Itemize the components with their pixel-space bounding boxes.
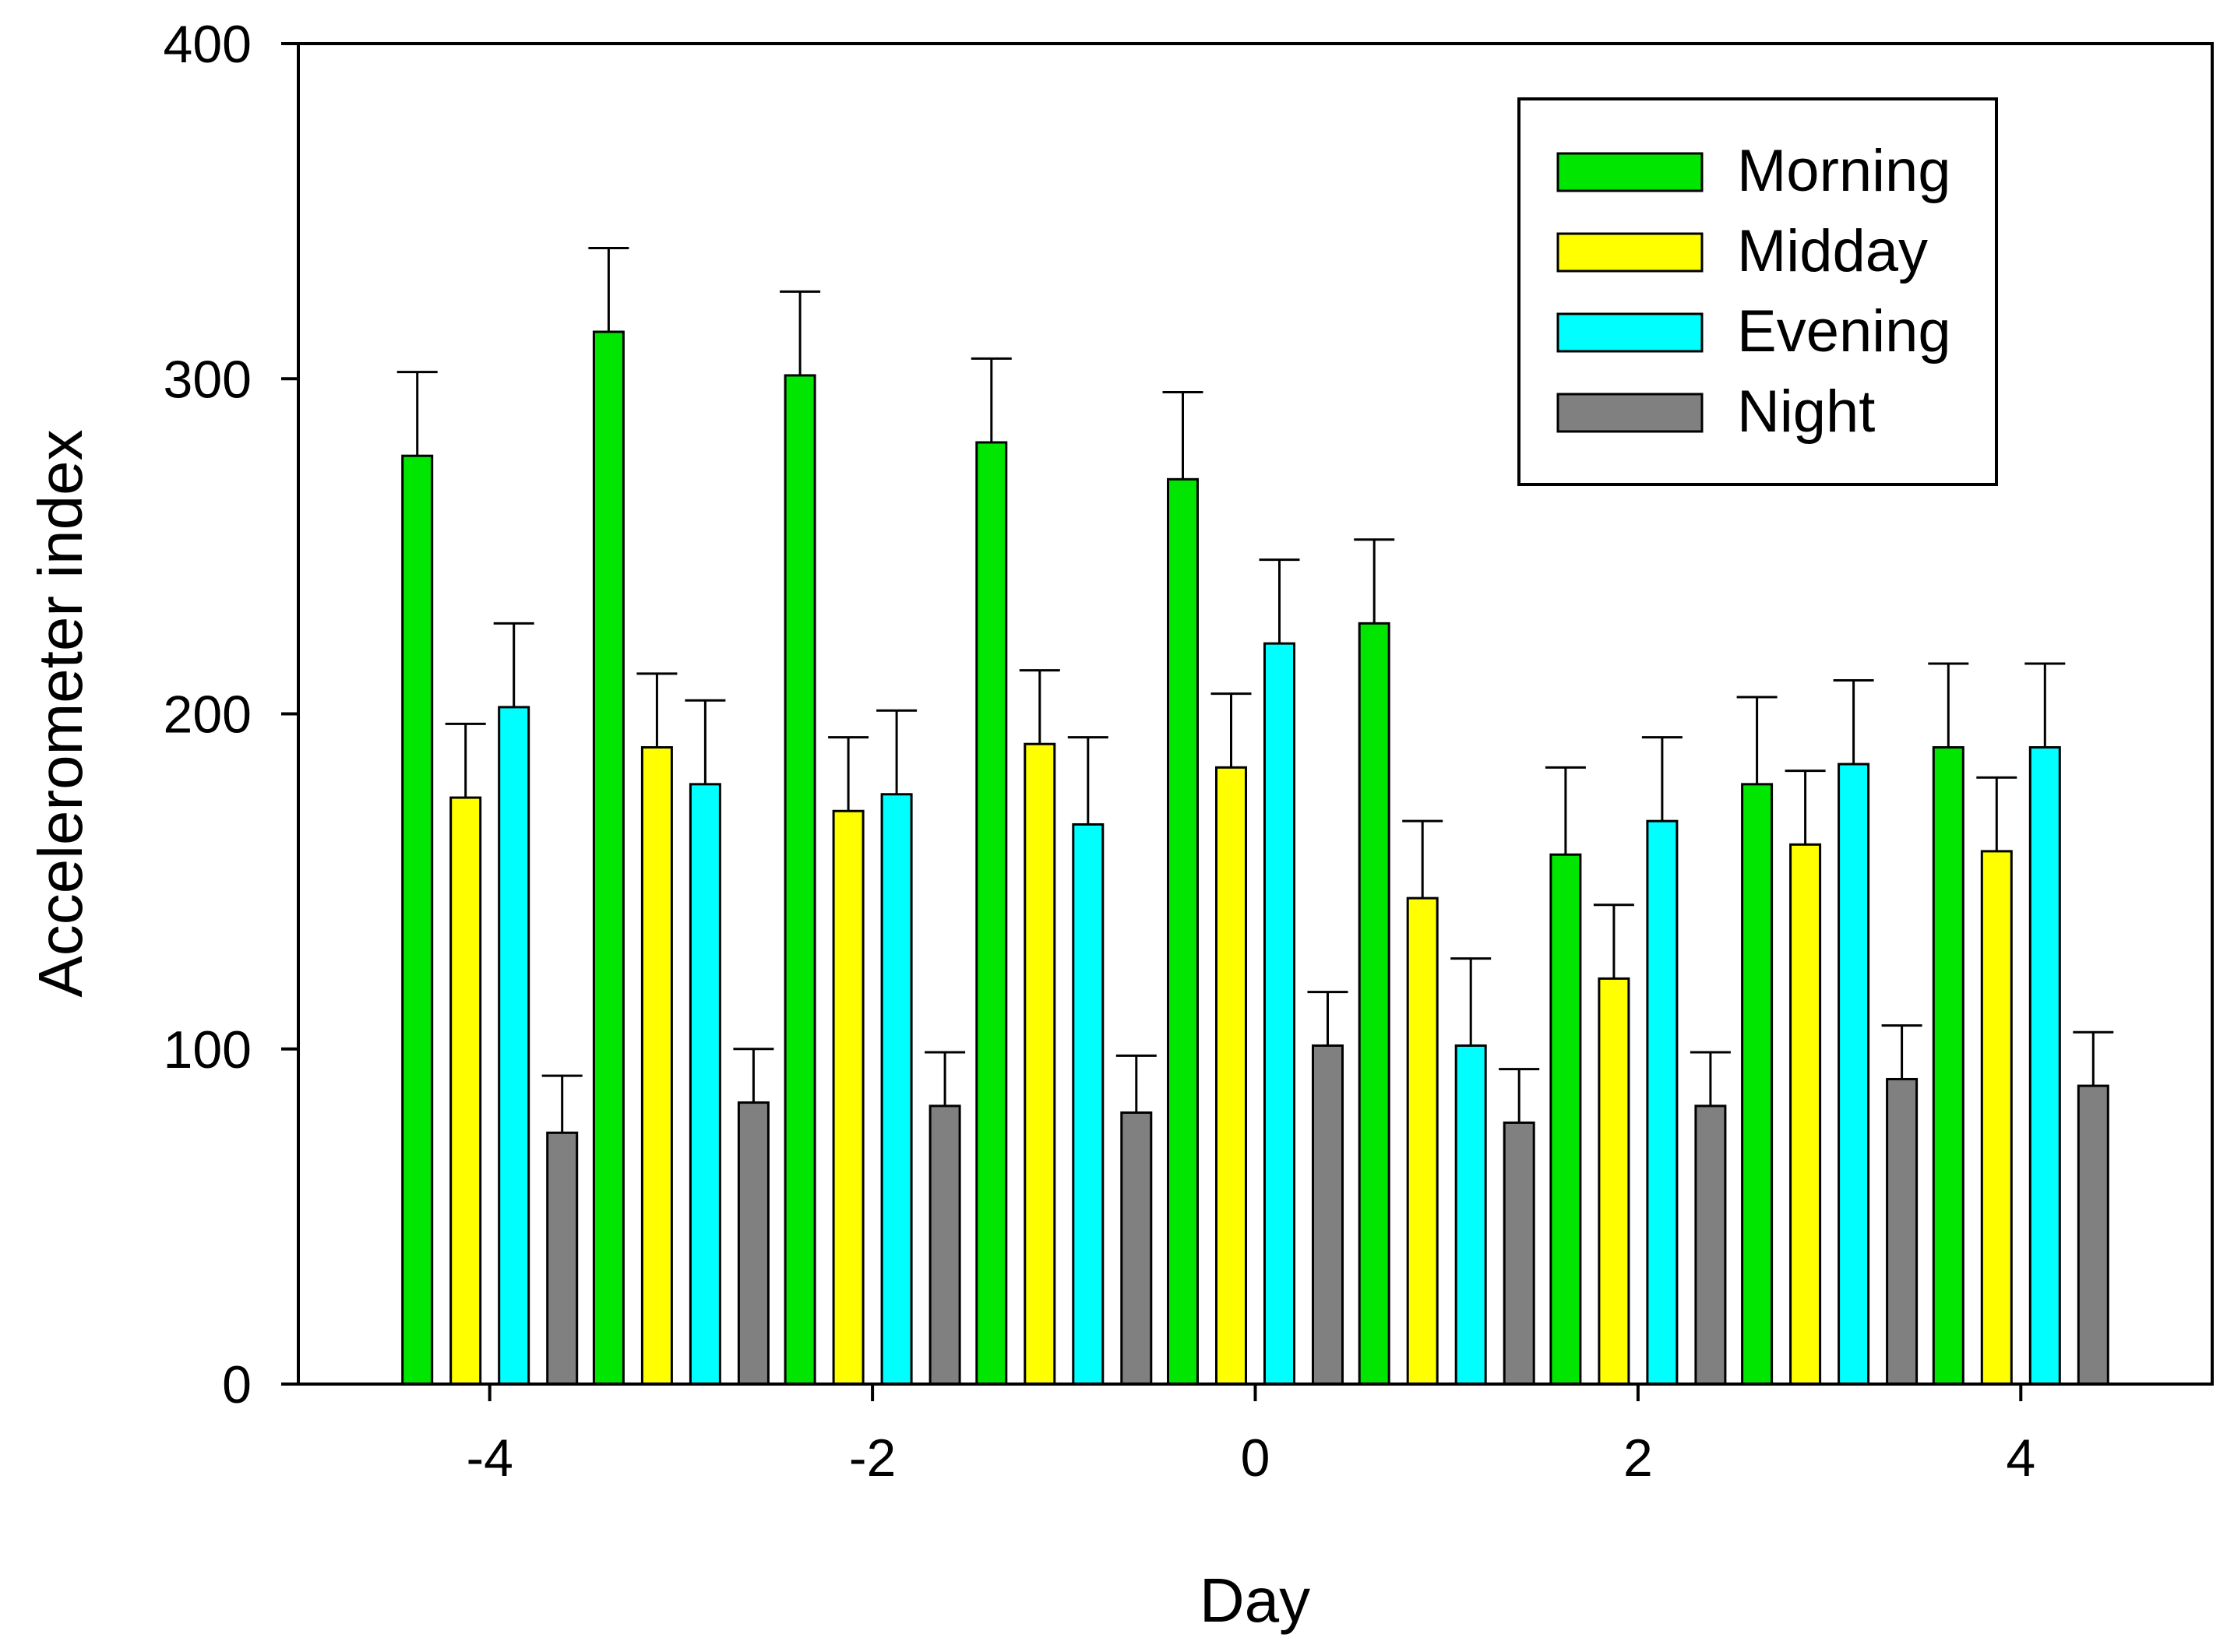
bar-evening-day-2 (1646, 819, 1679, 1386)
legend: Morning Midday Evening Night (1517, 97, 1998, 486)
bar-morning-day-3 (1741, 783, 1774, 1386)
legend-swatch-morning (1556, 152, 1704, 192)
legend-swatch-midday (1556, 232, 1704, 273)
y-axis: 0 100 200 300 400 (164, 15, 298, 1414)
bar-night-day-3 (1886, 1077, 1919, 1386)
bar-midday-day-2 (1598, 977, 1630, 1386)
x-tick-label: -4 (466, 1428, 513, 1488)
error-bars (396, 246, 2114, 1133)
x-tick-label: 2 (1623, 1428, 1653, 1488)
y-axis-title: Accelerometer index (26, 429, 95, 997)
bar-evening-day--4 (498, 706, 530, 1386)
x-tick-label: 4 (2006, 1428, 2035, 1488)
legend-label-night: Night (1737, 379, 1875, 445)
bar-midday-day-3 (1789, 843, 1822, 1386)
bar-night-day-2 (1694, 1104, 1727, 1386)
bar-night-day--3 (737, 1101, 770, 1386)
bar-evening-day--3 (689, 783, 721, 1386)
bar-morning-day-1 (1358, 622, 1390, 1386)
legend-swatch-evening (1556, 312, 1704, 353)
bar-midday-day--1 (1024, 742, 1056, 1386)
bar-midday-day--4 (449, 796, 482, 1386)
bar-night-day-4 (2077, 1084, 2109, 1386)
y-tick-label: 100 (164, 1020, 252, 1080)
y-tick-label: 400 (164, 15, 252, 74)
bar-evening-day-1 (1454, 1044, 1487, 1386)
bar-evening-day-3 (1838, 763, 1870, 1386)
bar-evening-day-4 (2028, 746, 2061, 1386)
bar-morning-day--2 (784, 374, 816, 1386)
bar-evening-day--1 (1072, 822, 1105, 1386)
y-tick-label: 300 (164, 350, 252, 409)
bar-night-day--1 (1120, 1111, 1153, 1386)
bar-evening-day--2 (880, 793, 913, 1386)
bar-midday-day-0 (1215, 766, 1247, 1386)
x-axis: -4 -2 0 2 4 (466, 1384, 2035, 1488)
bar-morning-day-0 (1167, 477, 1199, 1386)
bar-night-day--2 (928, 1104, 961, 1386)
y-tick-label: 0 (222, 1355, 252, 1414)
chart-marks (401, 330, 2109, 1386)
bar-midday-day--2 (832, 809, 865, 1386)
bar-night-day-1 (1503, 1121, 1535, 1386)
bar-night-day-0 (1312, 1044, 1344, 1386)
y-tick-label: 200 (164, 685, 252, 745)
bar-evening-day-0 (1263, 642, 1295, 1386)
x-axis-title: Day (1200, 1566, 1310, 1635)
legend-label-morning: Morning (1737, 138, 1951, 204)
legend-label-evening: Evening (1737, 298, 1951, 365)
bar-morning-day--4 (401, 454, 434, 1386)
x-tick-label: -2 (849, 1428, 896, 1488)
legend-label-midday: Midday (1737, 218, 1928, 284)
bar-morning-day--3 (592, 330, 625, 1386)
bar-midday-day-1 (1406, 896, 1439, 1386)
legend-swatch-night (1556, 393, 1704, 433)
bar-night-day--4 (546, 1131, 579, 1386)
x-tick-label: 0 (1241, 1428, 1270, 1488)
bar-morning-day-4 (1932, 746, 1964, 1386)
bar-morning-day-2 (1549, 853, 1582, 1386)
bar-morning-day--1 (975, 441, 1008, 1386)
bar-midday-day-4 (1980, 850, 2013, 1386)
bar-midday-day--3 (640, 746, 673, 1386)
